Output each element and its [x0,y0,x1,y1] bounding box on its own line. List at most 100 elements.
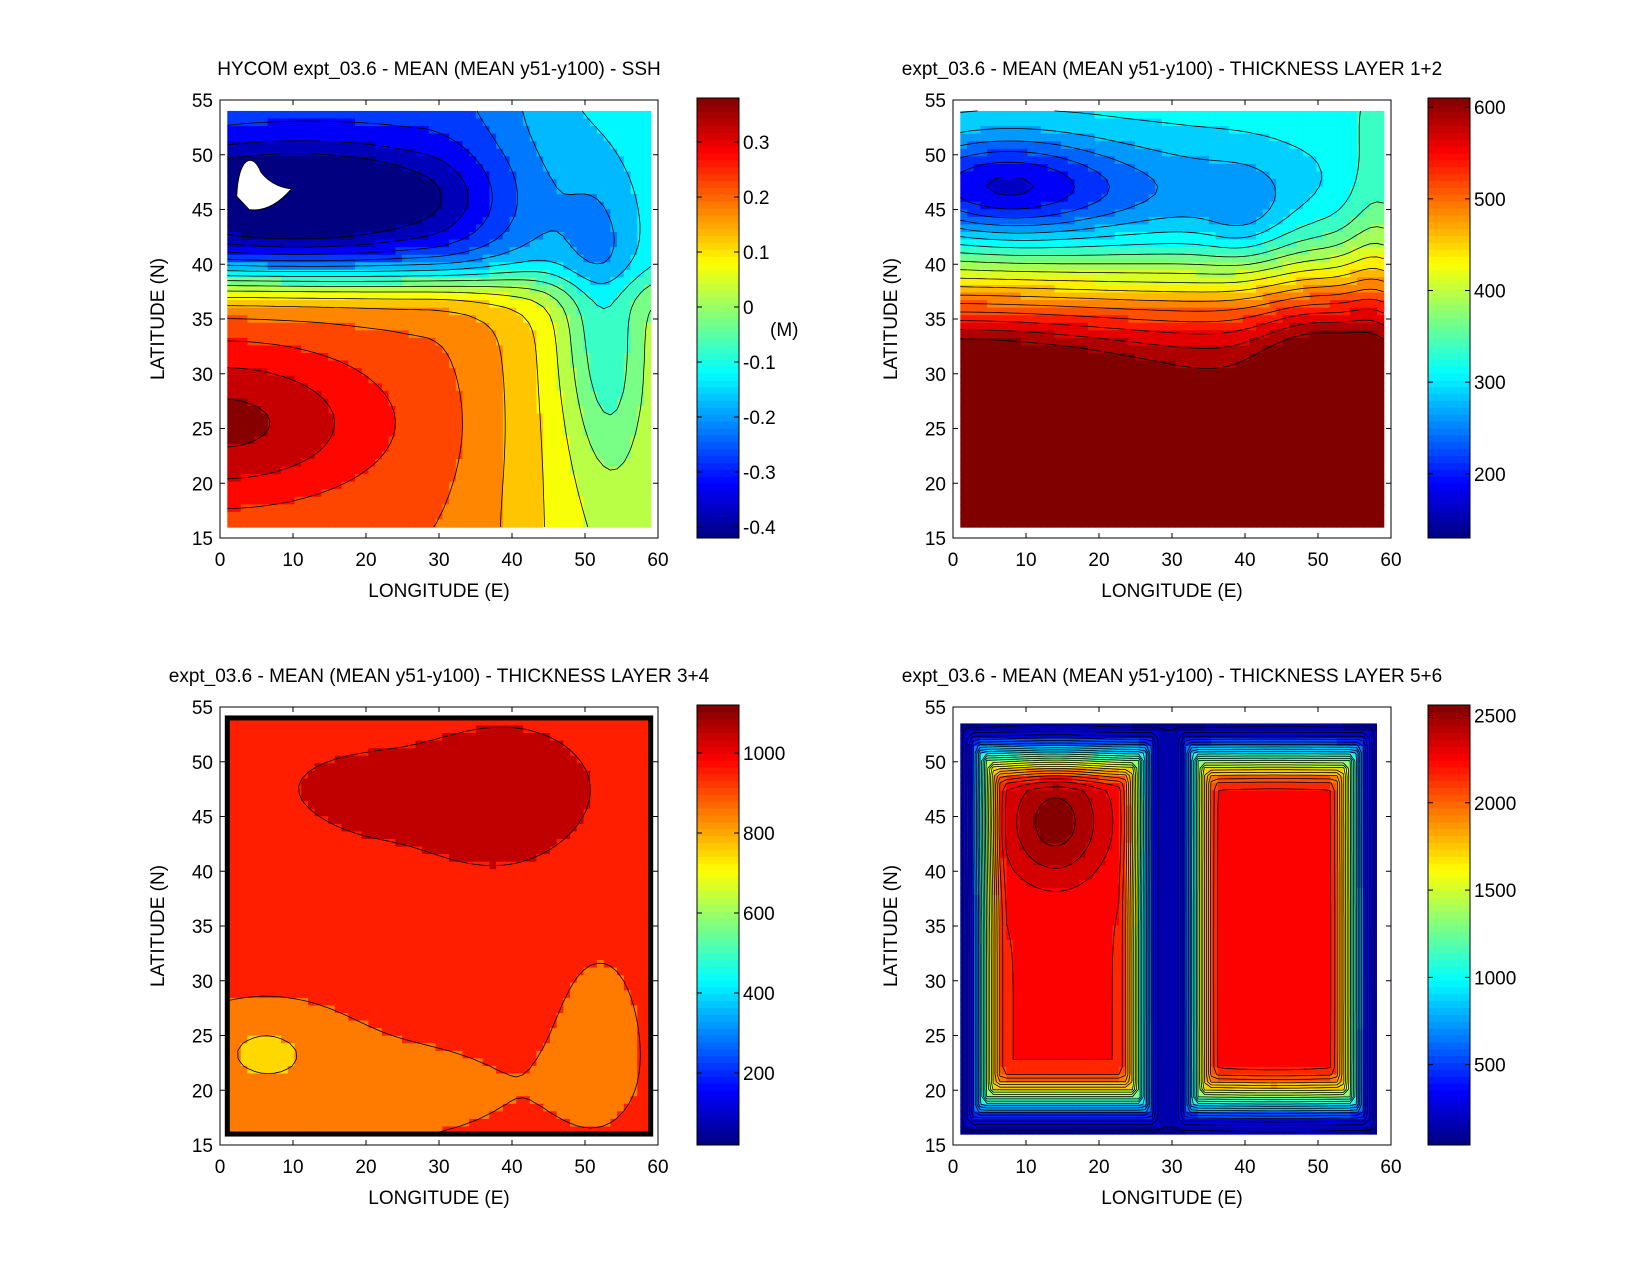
contour-cell [630,337,638,347]
contour-cell [509,496,517,505]
contour-cell [1356,148,1365,157]
contour-cell [388,353,396,362]
contour-cell [576,428,585,437]
contour-cell [260,247,269,256]
contour-cell [610,216,618,226]
contour-cell [361,148,370,157]
contour-cell [368,163,376,173]
contour-cell [442,171,450,180]
contour-cell [240,436,249,445]
contour-cell [1222,156,1230,165]
contour-cell [334,315,343,324]
contour-cell [395,186,403,195]
contour-cell [1020,262,1029,271]
contour-cell [1309,224,1318,233]
contour-cell [596,201,605,210]
contour-cell [328,232,336,241]
contour-cell [254,156,262,165]
contour-cell [1296,247,1304,256]
contour-cell [422,315,430,324]
contour-cell [973,171,982,180]
contour-cell [549,216,558,226]
contour-cell [1222,163,1230,173]
contour-cell [1188,209,1197,218]
contour-cell [596,368,605,377]
contour-cell [354,458,363,468]
contour-cell [576,239,585,248]
contour-cell [496,466,504,475]
contour-cell [281,292,289,301]
contour-cell [294,474,302,483]
contour-cell [294,330,302,339]
contour-cell [509,383,517,392]
contour-cell [402,337,410,347]
contour-cell [1128,133,1136,142]
contour-cell [536,322,544,331]
contour-cell [287,413,296,422]
contour-cell [543,141,551,150]
contour-cell [449,398,457,407]
contour-cell [536,451,544,460]
contour-cell [610,148,618,157]
chart-title: expt_03.6 - MEAN (MEAN y51-y100) - THICK… [902,59,1442,80]
contour-cell [375,148,383,157]
contour-cell [442,474,450,483]
contour-cell [395,360,403,369]
contour-cell [1020,201,1029,210]
contour-cell [1040,239,1049,248]
contour-cell [1316,133,1324,142]
contour-cell [637,458,645,468]
contour-cell [967,141,975,150]
contour-cell [455,368,464,377]
contour-cell [617,451,625,460]
contour-cell [361,368,370,377]
contour-cell [482,481,490,490]
contour-cell [227,254,235,263]
contour-cell [408,443,417,452]
contour-cell [1094,232,1103,241]
contour-cell [442,428,450,437]
contour-cell [529,254,538,263]
contour-cell [274,292,282,301]
contour-cell [395,171,403,180]
contour-cell [402,345,410,354]
contour-cell [368,133,376,142]
contour-cell [1034,209,1042,218]
contour-cell [328,511,336,521]
contour-cell [442,375,450,384]
contour-cell [1296,239,1304,248]
contour-cell [462,511,470,521]
contour-cell [516,216,524,226]
contour-cell [1289,194,1297,203]
contour-cell [482,163,490,173]
contour-cell [617,496,625,505]
contour-cell [509,458,517,468]
contour-cell [1014,216,1022,226]
contour-cell [529,383,538,392]
contour-cell [388,390,396,400]
contour-cell [260,224,269,233]
contour-cell [240,519,249,528]
contour-cell [422,269,430,278]
contour-cell [1256,224,1264,233]
contour-cell [294,383,302,392]
contour-cell [630,481,638,490]
contour-cell [240,466,249,475]
contour-cell [496,179,504,188]
contour-cell [973,179,982,188]
contour-cell [267,481,275,490]
contour-cell [422,216,430,226]
contour-cell [281,368,289,377]
contour-cell [1047,216,1055,226]
contour-cell [402,126,410,135]
contour-cell [563,292,571,301]
contour-cell [583,232,591,241]
contour-cell [462,179,470,188]
contour-cell [240,481,249,490]
contour-cell [1202,118,1210,127]
contour-cell [274,481,282,490]
contour-cell [570,504,578,513]
contour-cell [563,413,571,422]
contour-cell [1350,201,1358,210]
contour-cell [247,481,255,490]
